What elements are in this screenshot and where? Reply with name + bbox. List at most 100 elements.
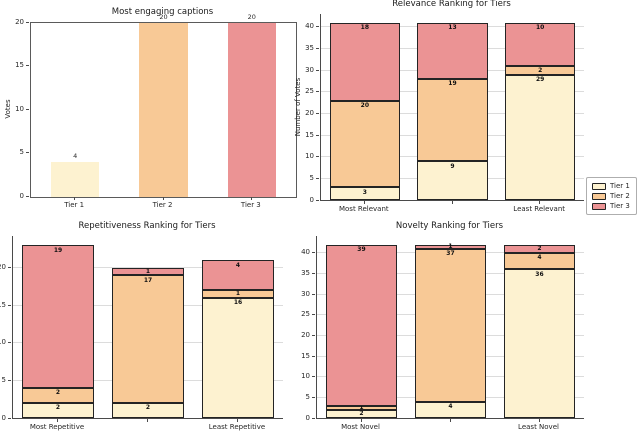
y-tick-label: 15 xyxy=(301,351,310,360)
y-tick-label: 35 xyxy=(305,44,314,53)
x-tick-label: Tier 1 xyxy=(64,201,85,209)
y-tick-label: 10 xyxy=(301,372,310,381)
y-tick-mark xyxy=(8,417,11,419)
y-tick-label: 20 xyxy=(15,17,24,26)
segment-value-label: 29 xyxy=(535,76,545,84)
y-tick-mark xyxy=(316,26,319,28)
bar xyxy=(227,23,277,197)
legend-item: Tier 1 xyxy=(592,182,630,190)
segment-value-label: 36 xyxy=(535,270,544,278)
bar-segment xyxy=(503,269,576,418)
bar-segment xyxy=(503,252,576,270)
bar-value-label: 4 xyxy=(73,152,78,161)
y-tick-mark xyxy=(26,21,29,23)
bar-segment xyxy=(505,65,576,75)
legend-label: Tier 1 xyxy=(610,182,630,190)
y-axis-label: Number of Votes xyxy=(294,77,302,137)
legend-swatch xyxy=(592,202,606,210)
chart-title: Novelty Ranking for Tiers xyxy=(395,221,504,231)
y-tick-label: 15 xyxy=(15,61,24,69)
x-tick-mark xyxy=(147,419,148,422)
plot-area: 3 20 18 9 19 13 29 2 10 xyxy=(320,14,584,201)
y-tick-label: 30 xyxy=(305,65,314,74)
legend-label: Tier 2 xyxy=(610,192,630,200)
y-tick-label: 15 xyxy=(305,130,314,139)
plot-area: 4 20 20 xyxy=(30,14,297,198)
segment-value-label: 17 xyxy=(143,276,153,284)
y-tick-mark xyxy=(316,91,319,93)
bar-segment xyxy=(329,22,400,101)
y-tick-mark xyxy=(26,152,29,153)
y-tick-label: 15 xyxy=(0,300,6,309)
segment-value-label: 39 xyxy=(357,246,366,254)
x-tick-label: Most Repetitive xyxy=(29,423,85,431)
x-tick-mark xyxy=(539,201,541,204)
x-tick-mark xyxy=(74,197,76,200)
y-tick-mark xyxy=(26,108,29,110)
y-tick-mark xyxy=(312,273,315,275)
bar-segment xyxy=(202,290,274,298)
y-tick-mark xyxy=(316,177,319,179)
y-tick-label: 0 xyxy=(305,413,310,422)
y-tick-mark xyxy=(8,267,11,269)
bar xyxy=(139,23,188,197)
y-tick-mark xyxy=(312,252,315,254)
segment-value-label: 19 xyxy=(53,246,63,254)
bar-segment xyxy=(22,245,94,388)
x-tick-mark xyxy=(162,197,164,200)
x-tick-mark xyxy=(538,419,540,422)
y-tick-mark xyxy=(8,342,11,344)
bar-segment xyxy=(329,100,400,188)
x-tick-label: Least Relevant xyxy=(513,205,566,213)
y-tick-mark xyxy=(312,417,315,419)
y-tick-mark xyxy=(312,334,315,336)
segment-value-label: 2 xyxy=(55,389,61,397)
x-tick-mark xyxy=(360,419,362,422)
y-tick-label: 30 xyxy=(301,289,310,298)
bar-segment xyxy=(202,297,274,418)
bar-segment xyxy=(112,402,184,418)
legend-label: Tier 3 xyxy=(610,202,630,210)
plot-area: 2 2 19 2 17 1 16 1 4 xyxy=(12,236,283,419)
chart-title: Most engaging captions xyxy=(111,7,214,17)
plot-area: 2 1 39 4 37 1 36 4 2 xyxy=(316,236,584,419)
y-tick-mark xyxy=(316,134,319,136)
bar-segment xyxy=(325,405,398,410)
x-tick-mark xyxy=(363,201,365,204)
segment-value-label: 4 xyxy=(235,261,241,269)
bar-segment xyxy=(325,244,398,406)
x-tick-label: Least Novel xyxy=(518,423,559,431)
bar-segment xyxy=(325,409,398,418)
legend-swatch xyxy=(592,182,606,190)
x-tick-mark xyxy=(451,201,453,204)
bar-segment xyxy=(505,22,576,66)
y-tick-mark xyxy=(312,376,315,378)
segment-value-label: 19 xyxy=(448,80,457,88)
y-tick-label: 5 xyxy=(305,392,310,401)
y-tick-label: 20 xyxy=(0,263,6,272)
legend-swatch xyxy=(592,192,606,200)
segment-value-label: 4 xyxy=(537,254,542,262)
segment-value-label: 2 xyxy=(359,410,364,418)
bar-segment xyxy=(503,244,576,253)
y-tick-mark xyxy=(316,199,319,201)
segment-value-label: 13 xyxy=(448,24,457,32)
x-tick-label: Tier 3 xyxy=(240,201,261,209)
y-tick-mark xyxy=(312,396,315,398)
segment-value-label: 1 xyxy=(359,404,364,412)
y-tick-label: 0 xyxy=(19,191,24,200)
segment-value-label: 1 xyxy=(145,267,151,275)
bar xyxy=(50,162,100,197)
y-tick-mark xyxy=(316,48,319,50)
y-tick-label: 5 xyxy=(1,375,6,384)
segment-value-label: 18 xyxy=(360,24,369,32)
segment-value-label: 2 xyxy=(537,245,542,253)
y-tick-label: 20 xyxy=(305,108,314,117)
y-tick-label: 35 xyxy=(301,269,310,278)
y-tick-mark xyxy=(8,379,11,381)
legend-item: Tier 3 xyxy=(592,202,630,210)
segment-value-label: 10 xyxy=(535,24,545,32)
segment-value-label: 2 xyxy=(538,66,543,74)
bar-value-label: 20 xyxy=(247,13,256,21)
segment-value-label: 2 xyxy=(145,404,151,412)
